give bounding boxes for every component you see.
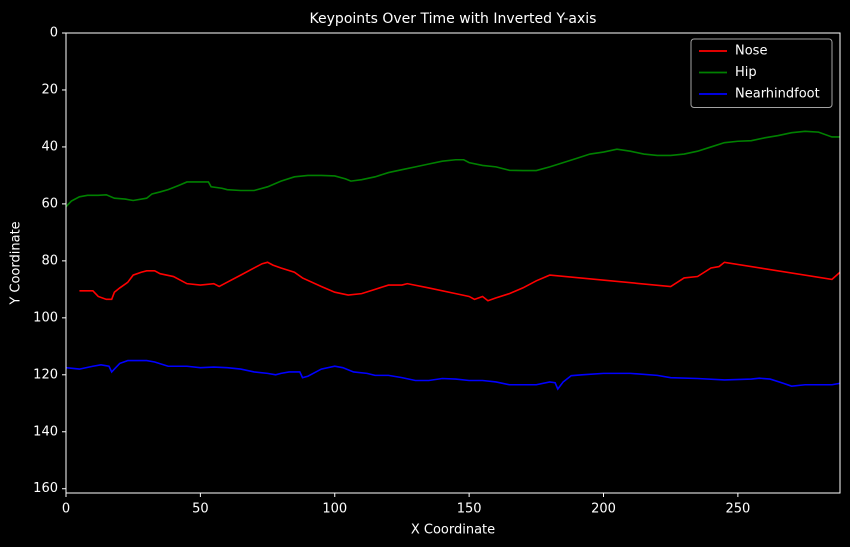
x-tick-label: 50 — [192, 502, 209, 517]
x-tick-label: 200 — [591, 502, 616, 517]
x-tick-label: 0 — [62, 502, 70, 517]
y-tick-label: 140 — [33, 424, 58, 439]
x-tick-label: 150 — [457, 502, 482, 517]
y-tick-label: 40 — [41, 139, 58, 154]
legend-label: Nearhindfoot — [735, 87, 820, 102]
plot — [66, 130, 840, 391]
legend-label: Hip — [735, 65, 757, 80]
y-tick-label: 100 — [33, 310, 58, 325]
plot-frame — [65, 32, 841, 494]
y-tick-label: 80 — [41, 253, 58, 268]
chart-title: Keypoints Over Time with Inverted Y-axis — [310, 11, 597, 27]
series-line — [66, 130, 840, 208]
y-tick-label: 60 — [41, 196, 58, 211]
legend-box — [690, 38, 833, 108]
series-line — [79, 261, 840, 302]
y-tick-label: 160 — [33, 481, 58, 496]
y-axis-label: Y Coordinate — [9, 221, 24, 305]
legend-label: Nose — [735, 44, 767, 59]
x-tick-label: 250 — [725, 502, 750, 517]
y-tick-label: 20 — [41, 82, 58, 97]
y-tick-label: 120 — [33, 367, 58, 382]
series-line — [66, 359, 840, 391]
y-tick-label: 0 — [50, 26, 58, 41]
x-axis-label: X Coordinate — [411, 523, 495, 538]
x-tick-label: 100 — [322, 502, 347, 517]
